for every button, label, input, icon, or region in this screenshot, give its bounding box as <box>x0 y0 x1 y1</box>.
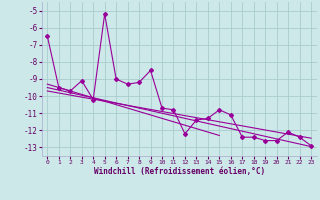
X-axis label: Windchill (Refroidissement éolien,°C): Windchill (Refroidissement éolien,°C) <box>94 167 265 176</box>
